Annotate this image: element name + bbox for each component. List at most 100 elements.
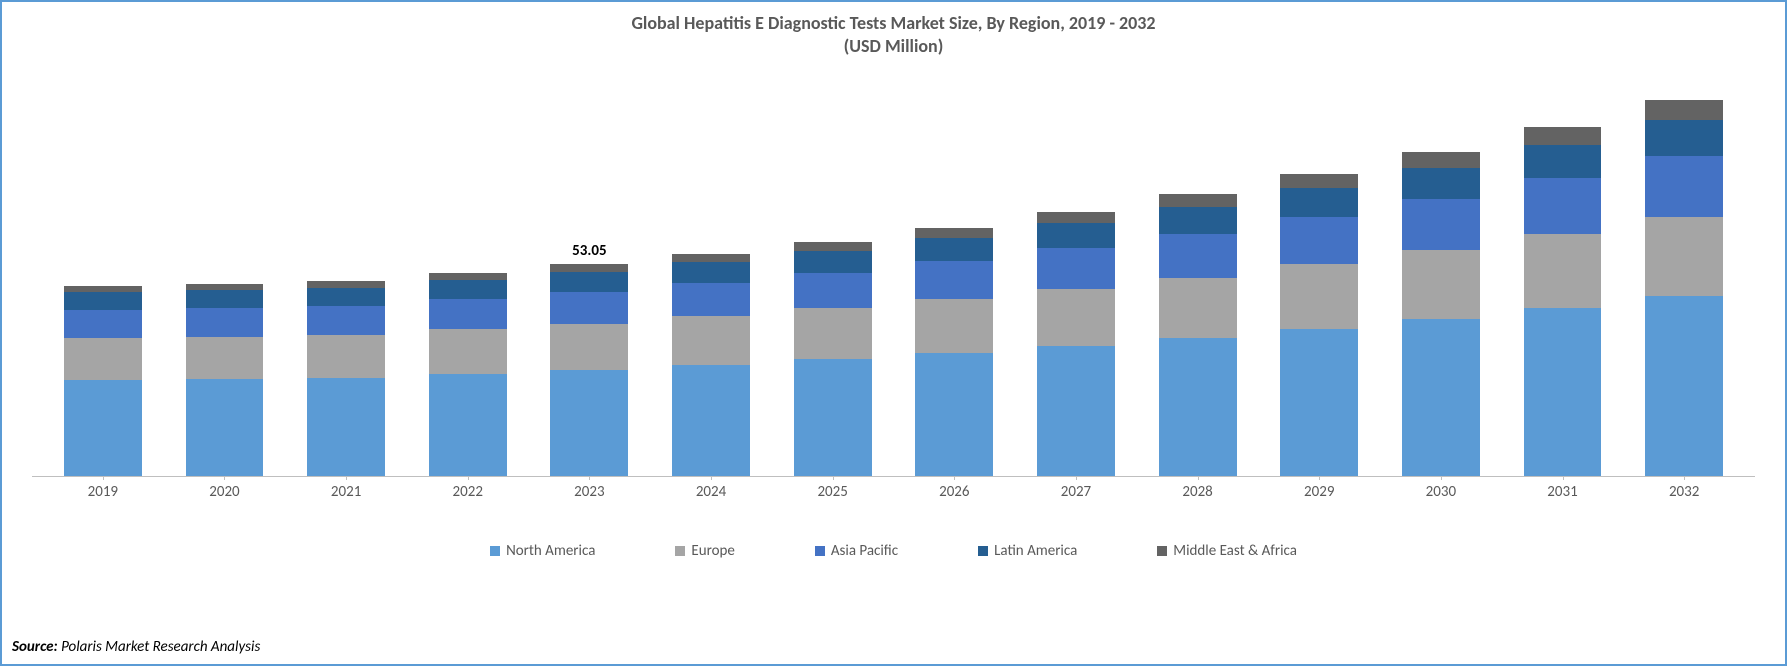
chart-title-line2: (USD Million) — [2, 35, 1785, 58]
x-axis-label: 2026 — [893, 477, 1015, 507]
bar-slot — [650, 77, 772, 476]
stacked-bar — [429, 273, 507, 476]
stacked-bar — [1524, 127, 1602, 476]
legend-item: Middle East & Africa — [1157, 542, 1297, 560]
bar-segment — [64, 310, 142, 338]
bar-segment — [429, 273, 507, 280]
x-axis-label: 2019 — [42, 477, 164, 507]
bar-segment — [550, 264, 628, 271]
legend: North America Europe Asia Pacific Latin Ame… — [32, 542, 1755, 560]
legend-label: Asia Pacific — [831, 542, 898, 560]
x-axis-label: 2020 — [164, 477, 286, 507]
bar-segment — [64, 380, 142, 476]
legend-item: Latin America — [978, 542, 1077, 560]
legend-item: Europe — [675, 542, 734, 560]
chart-title: Global Hepatitis E Diagnostic Tests Mark… — [2, 2, 1785, 59]
bar-segment — [915, 238, 993, 262]
bar-slot — [893, 77, 1015, 476]
bar-slot — [285, 77, 407, 476]
stacked-bar — [1159, 194, 1237, 476]
bar-segment — [1159, 234, 1237, 278]
legend-swatch — [490, 546, 500, 556]
stacked-bar — [672, 254, 750, 476]
bar-segment — [1037, 248, 1115, 289]
bar-segment — [1645, 120, 1723, 156]
bar-segment — [1524, 127, 1602, 145]
bar-segment — [672, 283, 750, 317]
source-attribution: Source: Polaris Market Research Analysis — [12, 638, 260, 656]
bar-segment — [550, 324, 628, 370]
x-axis-label: 2030 — [1380, 477, 1502, 507]
legend-swatch — [815, 546, 825, 556]
bar-segment — [1037, 223, 1115, 248]
bar-segment — [1159, 194, 1237, 206]
bar-segment — [429, 280, 507, 299]
stacked-bar — [1280, 174, 1358, 476]
stacked-bar — [186, 284, 264, 476]
bar-segment — [1645, 217, 1723, 296]
x-axis-label: 2023 — [529, 477, 651, 507]
legend-label: North America — [506, 542, 595, 560]
plot-frame: 53.05 2019202020212022202320242025202620… — [32, 77, 1755, 507]
plot-area: 53.05 — [32, 77, 1755, 477]
stacked-bar: 53.05 — [550, 264, 628, 476]
bar-segment — [1280, 174, 1358, 188]
bar-segment — [1524, 178, 1602, 234]
legend-swatch — [1157, 546, 1167, 556]
source-label: Source: — [12, 638, 58, 656]
bar-slot — [1258, 77, 1380, 476]
legend-item: North America — [490, 542, 595, 560]
bar-segment — [1037, 212, 1115, 223]
bar-segment — [794, 273, 872, 309]
bar-segment — [1645, 296, 1723, 476]
bar-segment — [1524, 308, 1602, 476]
bar-segment — [186, 337, 264, 379]
bar-segment — [915, 261, 993, 299]
bar-segment — [1280, 188, 1358, 217]
bar-segment — [186, 290, 264, 308]
stacked-bar — [1645, 100, 1723, 476]
bar-segment — [1159, 338, 1237, 476]
bar-segment — [186, 379, 264, 476]
chart-frame: Global Hepatitis E Diagnostic Tests Mark… — [0, 0, 1787, 666]
bar-segment — [429, 374, 507, 476]
bar-segment — [1402, 199, 1480, 251]
bar-segment — [1280, 217, 1358, 265]
bar-segment — [1280, 329, 1358, 476]
x-axis-label: 2022 — [407, 477, 529, 507]
x-axis-labels: 2019202020212022202320242025202620272028… — [32, 477, 1755, 507]
bar-segment — [915, 299, 993, 353]
chart-title-line1: Global Hepatitis E Diagnostic Tests Mark… — [2, 12, 1785, 35]
bar-segment — [307, 378, 385, 476]
bar-segment — [550, 272, 628, 292]
stacked-bar — [794, 242, 872, 476]
x-axis-label: 2027 — [1015, 477, 1137, 507]
bar-segment — [794, 251, 872, 273]
bar-segment — [1645, 100, 1723, 120]
bar-segment — [1402, 152, 1480, 168]
x-axis-label: 2025 — [772, 477, 894, 507]
stacked-bar — [915, 228, 993, 476]
x-axis-label: 2029 — [1258, 477, 1380, 507]
bar-segment — [1645, 156, 1723, 217]
legend-item: Asia Pacific — [815, 542, 898, 560]
legend-swatch — [675, 546, 685, 556]
bar-segment — [672, 254, 750, 262]
bar-segment — [1402, 319, 1480, 476]
legend-label: Europe — [691, 542, 734, 560]
bar-segment — [1524, 145, 1602, 179]
legend-label: Latin America — [994, 542, 1077, 560]
bar-slot: 53.05 — [529, 77, 651, 476]
stacked-bar — [307, 281, 385, 476]
legend-label: Middle East & Africa — [1173, 542, 1297, 560]
bar-segment — [794, 242, 872, 251]
bar-segment — [672, 365, 750, 476]
bar-segment — [186, 308, 264, 336]
bar-segment — [915, 353, 993, 476]
bar-slot — [1015, 77, 1137, 476]
stacked-bar — [1402, 152, 1480, 476]
bar-segment — [1037, 346, 1115, 476]
bar-segment — [1524, 234, 1602, 308]
bar-value-label: 53.05 — [572, 242, 606, 260]
stacked-bar — [64, 286, 142, 476]
